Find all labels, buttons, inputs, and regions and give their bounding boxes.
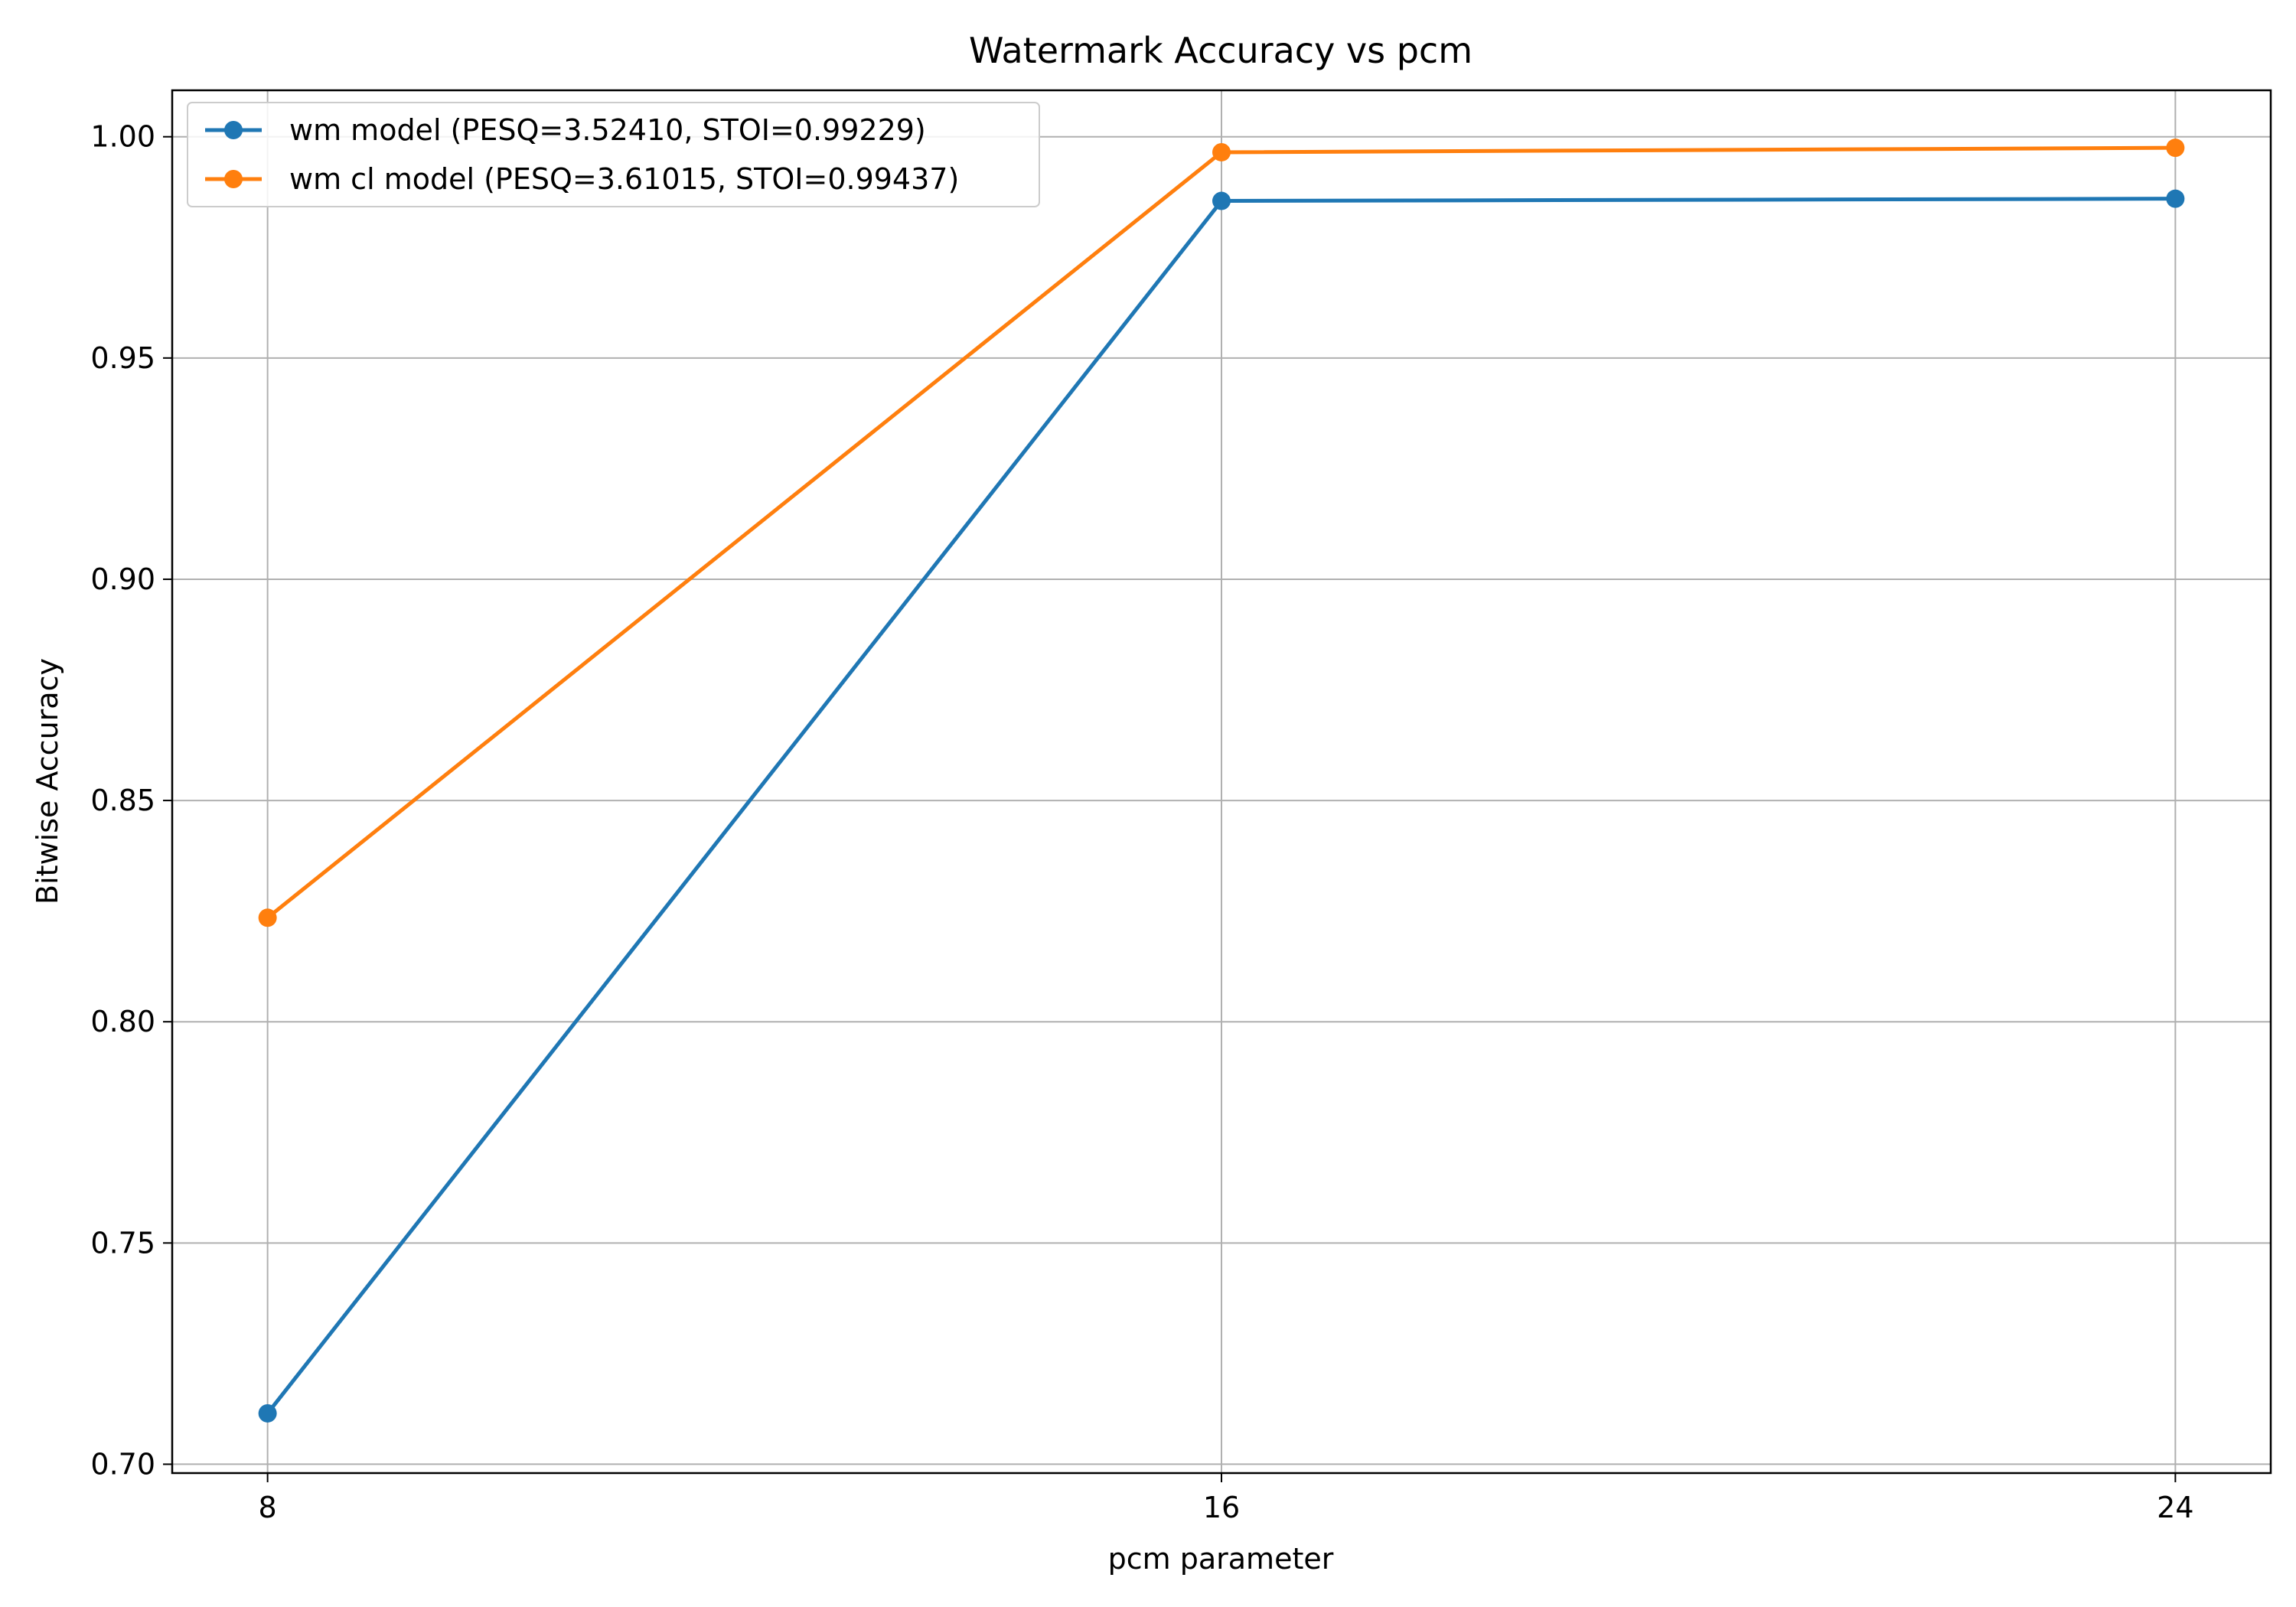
- data-point: [1212, 191, 1231, 210]
- data-point: [2166, 139, 2185, 158]
- y-tick-label: 0.70: [90, 1447, 155, 1481]
- y-tick-label: 0.85: [90, 784, 155, 817]
- data-point: [258, 1403, 277, 1423]
- plot-series: [258, 139, 2185, 1423]
- data-point: [2166, 189, 2185, 208]
- axis-ticks: 0.70 0.75 0.80 0.85 0.90 0.95 1.00 8 16 24: [90, 120, 2193, 1524]
- y-tick-label: 0.90: [90, 562, 155, 596]
- legend-marker: [224, 170, 243, 188]
- legend-marker: [224, 121, 243, 139]
- x-axis-label: pcm parameter: [1108, 1542, 1334, 1576]
- series-2: [258, 139, 2185, 927]
- x-tick-label: 16: [1203, 1491, 1240, 1524]
- series-1: [258, 189, 2185, 1423]
- legend-label: wm cl model (PESQ=3.61015, STOI=0.99437): [289, 162, 959, 196]
- x-tick-label: 24: [2157, 1491, 2193, 1524]
- y-tick-label: 1.00: [90, 120, 155, 154]
- y-axis-label: Bitwise Accuracy: [31, 658, 64, 905]
- y-tick-label: 0.95: [90, 341, 155, 375]
- y-tick-label: 0.80: [90, 1005, 155, 1038]
- data-point: [1212, 142, 1231, 161]
- chart-title: Watermark Accuracy vs pcm: [969, 30, 1473, 71]
- legend-label: wm model (PESQ=3.52410, STOI=0.99229): [289, 113, 926, 147]
- y-tick-label: 0.75: [90, 1226, 155, 1260]
- x-tick-label: 8: [259, 1491, 277, 1524]
- legend-frame: [187, 102, 1040, 207]
- legend: wm model (PESQ=3.52410, STOI=0.99229) wm …: [187, 102, 1040, 207]
- data-point: [258, 908, 277, 927]
